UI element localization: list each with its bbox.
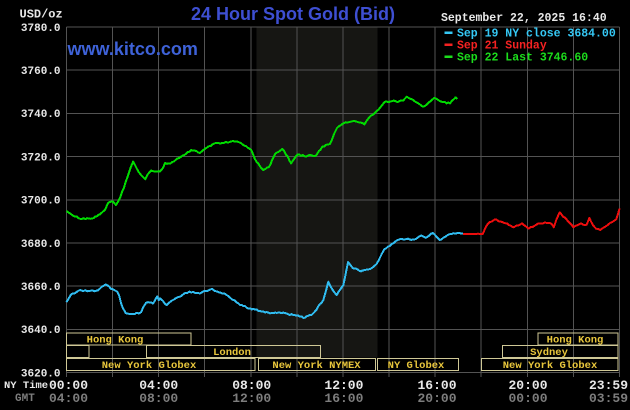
svg-text:3640.0: 3640.0 (21, 325, 61, 337)
svg-text:NY Time: NY Time (4, 380, 48, 392)
svg-text:NY Globex: NY Globex (388, 360, 445, 372)
svg-text:Sep 21 Sunday: Sep 21 Sunday (457, 40, 547, 53)
svg-text:3740.0: 3740.0 (21, 109, 61, 121)
svg-text:3720.0: 3720.0 (21, 152, 61, 164)
svg-text:24 Hour Spot Gold (Bid): 24 Hour Spot Gold (Bid) (191, 4, 395, 24)
svg-text:23:59: 23:59 (589, 378, 628, 393)
svg-text:3680.0: 3680.0 (21, 239, 61, 251)
svg-text:3780.0: 3780.0 (21, 23, 61, 35)
svg-text:20:00: 20:00 (508, 378, 547, 393)
svg-text:3700.0: 3700.0 (21, 196, 61, 208)
svg-text:12:00: 12:00 (232, 391, 271, 406)
svg-text:16:00: 16:00 (417, 378, 456, 393)
svg-text:Hong Kong: Hong Kong (547, 335, 604, 347)
svg-text:08:00: 08:00 (232, 378, 271, 393)
svg-text:03:59: 03:59 (589, 391, 628, 406)
svg-text:London: London (213, 347, 251, 359)
svg-text:3760.0: 3760.0 (21, 66, 61, 78)
svg-text:Sep 19 NY close 3684.00: Sep 19 NY close 3684.00 (457, 28, 616, 41)
svg-text:New York NYMEX: New York NYMEX (272, 360, 361, 372)
svg-text:00:00: 00:00 (49, 378, 88, 393)
svg-text:Sep 22 Last 3746.60: Sep 22 Last 3746.60 (457, 52, 588, 65)
svg-text:Sydney: Sydney (530, 347, 569, 359)
svg-text:12:00: 12:00 (324, 378, 363, 393)
svg-text:08:00: 08:00 (139, 391, 178, 406)
svg-text:16:00: 16:00 (324, 391, 363, 406)
svg-text:20:00: 20:00 (417, 391, 456, 406)
svg-text:New York Globex: New York Globex (102, 360, 197, 372)
svg-text:September 22, 2025 16:40: September 22, 2025 16:40 (441, 12, 607, 25)
svg-text:Hong Kong: Hong Kong (87, 335, 144, 347)
svg-text:GMT: GMT (15, 393, 35, 405)
svg-text:New York Globex: New York Globex (503, 360, 598, 372)
svg-text:04:00: 04:00 (49, 391, 88, 406)
svg-text:3660.0: 3660.0 (21, 282, 61, 294)
svg-text:USD/oz: USD/oz (20, 8, 63, 22)
svg-text:3620.0: 3620.0 (21, 368, 61, 380)
svg-text:04:00: 04:00 (139, 378, 178, 393)
svg-text:www.kitco.com: www.kitco.com (67, 39, 198, 59)
svg-text:00:00: 00:00 (508, 391, 547, 406)
